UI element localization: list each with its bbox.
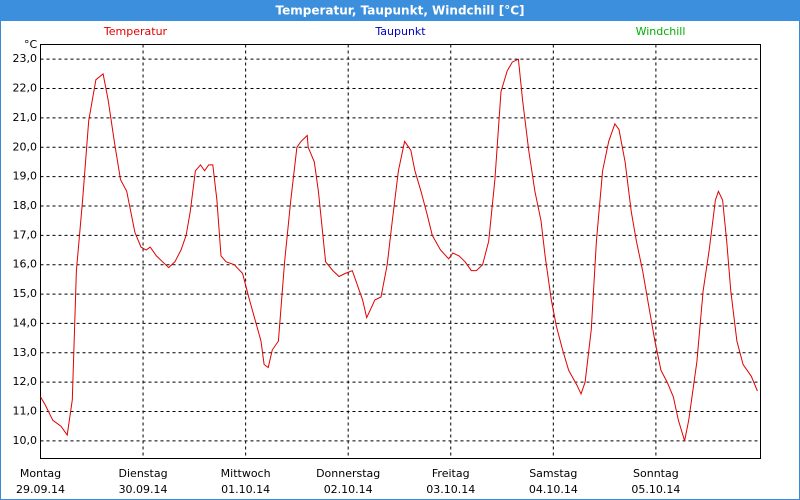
legend-entry: Temperatur	[103, 25, 168, 38]
plot-frame	[40, 44, 761, 459]
y-tick-label: 22,0	[13, 82, 38, 95]
title-bar	[0, 0, 800, 21]
y-tick-label: 19,0	[13, 170, 38, 183]
x-tick-label: Montag	[20, 467, 61, 480]
window-title: Temperatur, Taupunkt, Windchill [°C]	[276, 4, 525, 18]
y-unit: °C	[24, 38, 38, 51]
y-tick-label: 14,0	[13, 316, 38, 329]
y-tick-label: 23,0	[13, 52, 38, 65]
x-tick-date: 29.09.14	[16, 483, 65, 496]
x-tick-date: 04.10.14	[529, 483, 578, 496]
y-tick-label: 10,0	[13, 434, 38, 447]
x-tick-date: 01.10.14	[221, 483, 270, 496]
legend-entry: Windchill	[636, 25, 686, 38]
temperature-line	[40, 58, 758, 442]
y-tick-label: 11,0	[13, 405, 38, 418]
x-tick-label: Freitag	[432, 467, 470, 480]
y-tick-label: 18,0	[13, 199, 38, 212]
y-tick-label: 17,0	[13, 228, 38, 241]
x-tick-date: 02.10.14	[324, 483, 373, 496]
x-tick-label: Sonntag	[633, 467, 679, 480]
x-tick-date: 05.10.14	[631, 483, 680, 496]
y-tick-label: 20,0	[13, 140, 38, 153]
x-tick-label: Samstag	[529, 467, 577, 480]
y-tick-label: 13,0	[13, 346, 38, 359]
y-tick-label: 12,0	[13, 375, 38, 388]
x-tick-label: Mittwoch	[221, 467, 271, 480]
x-tick-date: 30.09.14	[119, 483, 168, 496]
x-tick-label: Dienstag	[119, 467, 168, 480]
y-tick-label: 16,0	[13, 258, 38, 271]
y-tick-label: 15,0	[13, 287, 38, 300]
x-tick-date: 03.10.14	[426, 483, 475, 496]
x-tick-label: Donnerstag	[316, 467, 380, 480]
y-tick-label: 21,0	[13, 111, 38, 124]
legend-entry: Taupunkt	[374, 25, 426, 38]
